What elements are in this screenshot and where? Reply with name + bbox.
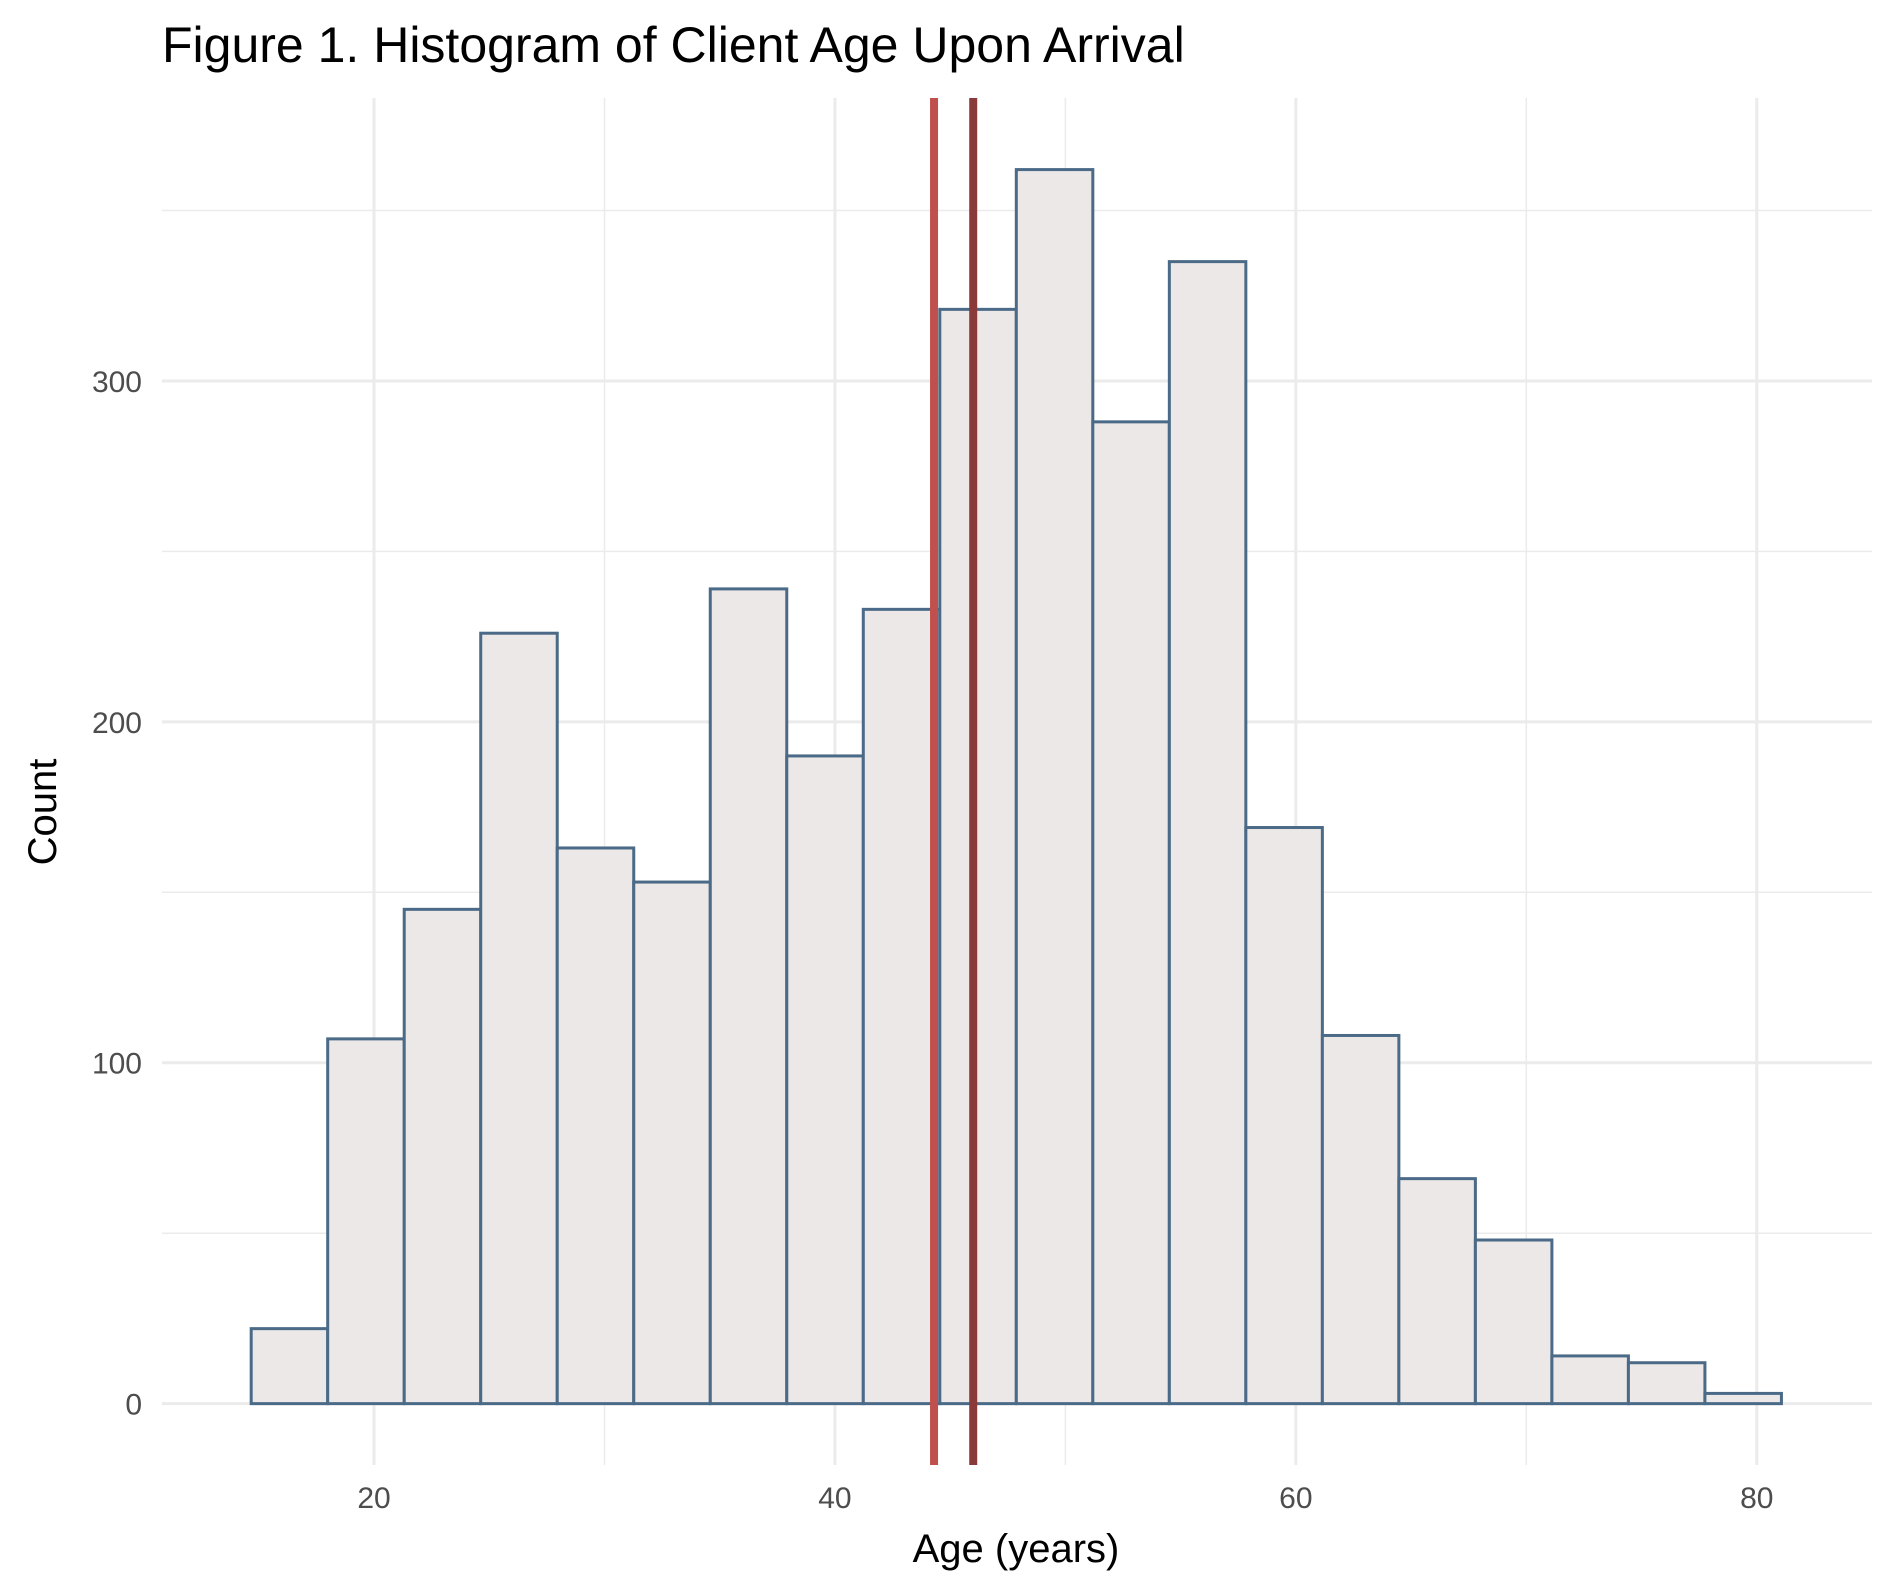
chart-title: Figure 1. Histogram of Client Age Upon A…: [162, 17, 1185, 73]
histogram-bar: [1091, 420, 1171, 1406]
histogram-bar: [1320, 1033, 1401, 1406]
histogram-bars: [249, 168, 1783, 1406]
histogram-bar: [249, 1327, 330, 1406]
histogram-bar: [479, 631, 559, 1406]
histogram-bar: [1397, 1177, 1477, 1406]
y-tick-label: 300: [92, 366, 142, 399]
histogram-bar: [1244, 826, 1324, 1406]
histogram-bar: [708, 587, 789, 1406]
histogram-bar: [1626, 1361, 1707, 1406]
x-tick-label: 60: [1279, 1482, 1312, 1515]
histogram-bar: [785, 754, 865, 1406]
x-tick-labels: 20 40 60 80: [357, 1482, 1773, 1515]
x-tick-label: 20: [357, 1482, 390, 1515]
y-tick-label: 0: [125, 1389, 142, 1422]
histogram-bar: [1703, 1391, 1783, 1406]
reference-lines: [930, 98, 978, 1465]
x-tick-label: 40: [818, 1482, 851, 1515]
histogram-bar: [402, 907, 483, 1406]
x-axis-title: Age (years): [913, 1527, 1120, 1571]
histogram-bar: [1014, 168, 1095, 1406]
histogram-bar: [1167, 260, 1248, 1406]
histogram-bar: [938, 307, 1018, 1406]
histogram-bar: [861, 607, 942, 1406]
histogram-bar: [632, 880, 712, 1406]
histogram-bar: [555, 846, 636, 1406]
y-axis-title: Count: [21, 759, 65, 866]
histogram-bar: [326, 1037, 406, 1406]
x-tick-label: 80: [1740, 1482, 1773, 1515]
y-tick-labels: 0 100 200 300: [92, 366, 142, 1422]
y-tick-label: 200: [92, 707, 142, 740]
histogram-bar: [1550, 1354, 1630, 1406]
y-tick-label: 100: [92, 1048, 142, 1081]
histogram-bar: [1473, 1238, 1554, 1406]
